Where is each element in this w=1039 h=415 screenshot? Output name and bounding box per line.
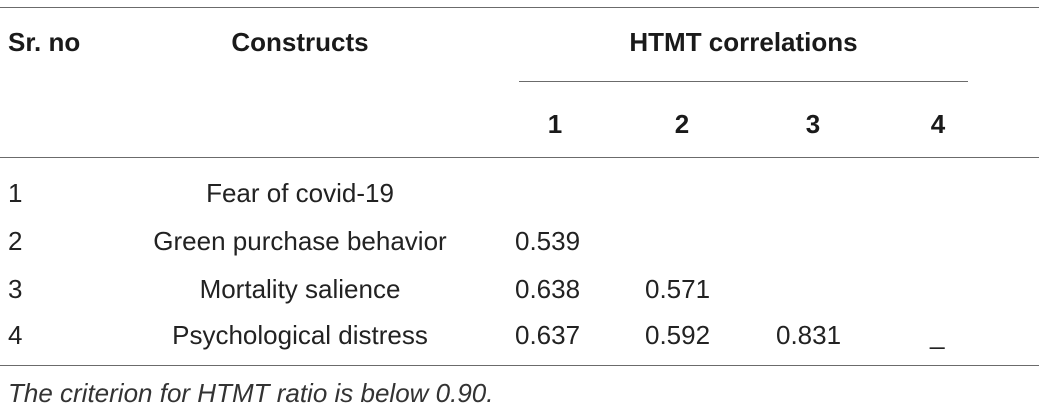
row-value-col-1: 0.638 <box>515 274 581 304</box>
row-value-col-1: 0.637 <box>515 320 581 350</box>
table-top-rule <box>0 7 1039 8</box>
table-footnote: The criterion for HTMT ratio is below 0.… <box>8 378 494 408</box>
row-construct: Fear of covid-19 <box>206 178 394 208</box>
header-col-4: 4 <box>930 109 946 139</box>
row-value-col-2: 0.571 <box>645 274 711 304</box>
row-sr: 4 <box>8 320 23 350</box>
row-sr: 2 <box>8 226 23 256</box>
row-construct: Mortality salience <box>199 274 401 304</box>
header-col-3: 3 <box>805 109 821 139</box>
table-bottom-rule <box>0 365 1039 366</box>
header-col-1: 1 <box>547 109 563 139</box>
row-value-col-3: 0.831 <box>776 320 842 350</box>
row-value-col-2: 0.592 <box>645 320 711 350</box>
header-sr-no: Sr. no <box>8 27 81 57</box>
row-sr: 3 <box>8 274 23 304</box>
header-htmt-correlations: HTMT correlations <box>629 27 858 57</box>
header-constructs: Constructs <box>231 27 369 57</box>
row-value-col-4: _ <box>930 320 945 350</box>
row-construct: Green purchase behavior <box>153 226 447 256</box>
header-col-2: 2 <box>674 109 690 139</box>
row-construct: Psychological distress <box>172 320 428 350</box>
row-sr: 1 <box>8 178 23 208</box>
header-bottom-rule <box>0 157 1039 158</box>
htmt-group-rule <box>519 81 968 82</box>
row-value-col-1: 0.539 <box>515 226 581 256</box>
